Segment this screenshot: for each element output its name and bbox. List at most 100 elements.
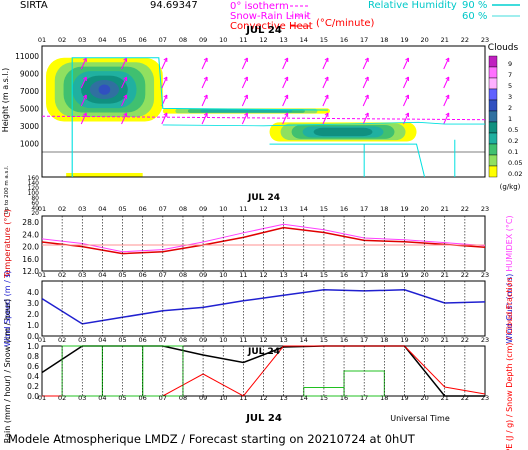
wind-arrow-head-5-1 [123, 76, 128, 81]
colorbar-label-7: 0.2 [508, 137, 518, 145]
wind-ytick-3: 3.0 [27, 299, 39, 308]
hour-label-1-08: 08 [179, 205, 187, 213]
hour-label-1-01: 01 [38, 205, 46, 213]
wind-arrow-19-2 [402, 94, 409, 107]
legend-right: Relative Humidity 90 % 60 % [368, 0, 520, 22]
hour-label-1-19: 19 [400, 205, 408, 213]
date-label-top: JUL 24 [245, 25, 282, 36]
wind-arrow-17-3 [362, 112, 369, 125]
hour-label-1-23: 23 [481, 205, 489, 213]
clouds-ytick-5000: 5000 [20, 104, 39, 113]
wind-arrow-21-0 [443, 57, 450, 70]
hour-label-4-01: 01 [38, 394, 46, 402]
clouds-ytick-low-120: 120 [28, 185, 40, 192]
hour-label-2-03: 03 [78, 271, 86, 279]
hour-label-1-11: 11 [239, 205, 247, 213]
wind-arrow-15-1 [322, 76, 329, 89]
wind-arrow-head-19-3 [405, 112, 409, 117]
hour-label-1-06: 06 [139, 205, 147, 213]
hour-label-4-14: 14 [300, 394, 308, 402]
wind-arrow-head-19-2 [405, 94, 409, 99]
colorbar-label-8: 0.1 [508, 148, 518, 156]
wind-arrow-3-0 [80, 57, 87, 70]
wind-arrow-3-3 [80, 112, 87, 125]
colorbar-label-5: 1 [508, 115, 512, 123]
hour-label-3-09: 09 [199, 336, 207, 344]
hour-label-2-18: 18 [380, 271, 388, 279]
colorbar-swatch-2 [488, 77, 498, 90]
wind-arrow-5-2 [121, 94, 128, 107]
wind-arrow-9-2 [201, 94, 208, 107]
clouds-ytick-low-60: 60 [31, 200, 39, 207]
wind-arrow-head-11-3 [244, 112, 248, 117]
precipitation-ytick-0.8: 0.8 [27, 352, 39, 361]
hour-label-3-22: 22 [461, 336, 469, 344]
legend-label-2: Convective Heat [230, 21, 313, 32]
hour-label-4-21: 21 [441, 394, 449, 402]
hour-label-3-20: 20 [420, 336, 428, 344]
precipitation-ytick-0.2: 0.2 [27, 382, 39, 391]
wind-arrow-head-19-1 [405, 76, 409, 81]
clouds-ytick-low-20: 20 [31, 210, 39, 217]
hour-label-1-10: 10 [219, 205, 227, 213]
hour-label-1-09: 09 [199, 205, 207, 213]
colorbar-swatch-10 [488, 165, 498, 178]
wind-arrow-15-3 [322, 112, 329, 125]
colorbar-label-1: 7 [508, 71, 512, 79]
wind-arrow-head-21-3 [445, 112, 450, 117]
hour-label-1-15: 15 [320, 205, 328, 213]
hour-label-2-16: 16 [340, 271, 348, 279]
wind-arrow-3-2 [80, 94, 87, 107]
precipitation-ytick-0.6: 0.6 [27, 362, 39, 371]
clouds-ytick-3000: 3000 [20, 122, 39, 131]
wind-ylabel: Wind Speed (m / s) [3, 270, 12, 346]
hour-label-4-06: 06 [139, 394, 147, 402]
wind-arrow-head-17-2 [364, 94, 369, 99]
precipitation-ylabel: Rain (mm / hour) / Snow (cm / hour) [3, 299, 12, 444]
hour-label-0-04: 04 [98, 36, 106, 44]
clouds-ytick-low-100: 100 [28, 190, 40, 197]
colorbar-swatch-9 [488, 154, 498, 167]
wind-arrow-head-3-3 [82, 112, 87, 117]
convective-unit: (°C/minute) [316, 18, 375, 29]
wind-arrow-head-21-2 [445, 94, 450, 99]
wind-arrow-7-3 [161, 112, 168, 125]
hour-label-3-18: 18 [380, 336, 388, 344]
hour-label-2-21: 21 [441, 271, 449, 279]
colorbar-label-4: 2 [508, 104, 512, 112]
hour-label-1-02: 02 [58, 205, 66, 213]
hour-label-0-11: 11 [239, 36, 247, 44]
hour-label-2-01: 01 [38, 271, 46, 279]
colorbar-swatch-6 [488, 121, 498, 134]
hour-label-4-18: 18 [380, 394, 388, 402]
colorbar-label-3: 3 [508, 93, 512, 101]
hour-label-2-14: 14 [300, 271, 308, 279]
wind-arrow-head-15-0 [324, 57, 329, 62]
hour-label-2-19: 19 [400, 271, 408, 279]
wind-arrow-head-21-1 [445, 76, 450, 81]
wind-arrow-head-3-1 [82, 76, 87, 81]
hour-label-1-05: 05 [118, 205, 126, 213]
legend-label-0: 0° isotherm [230, 1, 289, 12]
rh-legend-label: Relative Humidity [368, 0, 457, 11]
hour-label-4-19: 19 [400, 394, 408, 402]
hour-label-0-02: 02 [58, 36, 66, 44]
precipitation-ytick-0.4: 0.4 [27, 372, 39, 381]
clouds-ytick-low-160: 160 [28, 175, 40, 182]
rh-contour-60 [162, 121, 485, 127]
hour-label-4-20: 20 [420, 394, 428, 402]
wind-arrow-head-13-1 [284, 76, 289, 81]
clouds-ytick-1000: 1000 [20, 139, 39, 148]
isotherm-line [41, 115, 486, 121]
wind-arrow-head-13-3 [284, 112, 289, 117]
wind-arrow-head-19-0 [405, 57, 409, 62]
hour-label-3-08: 08 [179, 336, 187, 344]
hour-label-2-20: 20 [420, 271, 428, 279]
hour-label-3-19: 19 [400, 336, 408, 344]
colorbar-unit: (g/kg) [500, 183, 521, 191]
wind-arrow-17-2 [362, 94, 369, 107]
hour-label-0-23: 23 [481, 36, 489, 44]
hour-label-2-09: 09 [199, 271, 207, 279]
clouds-frame [41, 45, 486, 178]
hour-label-3-06: 06 [139, 336, 147, 344]
